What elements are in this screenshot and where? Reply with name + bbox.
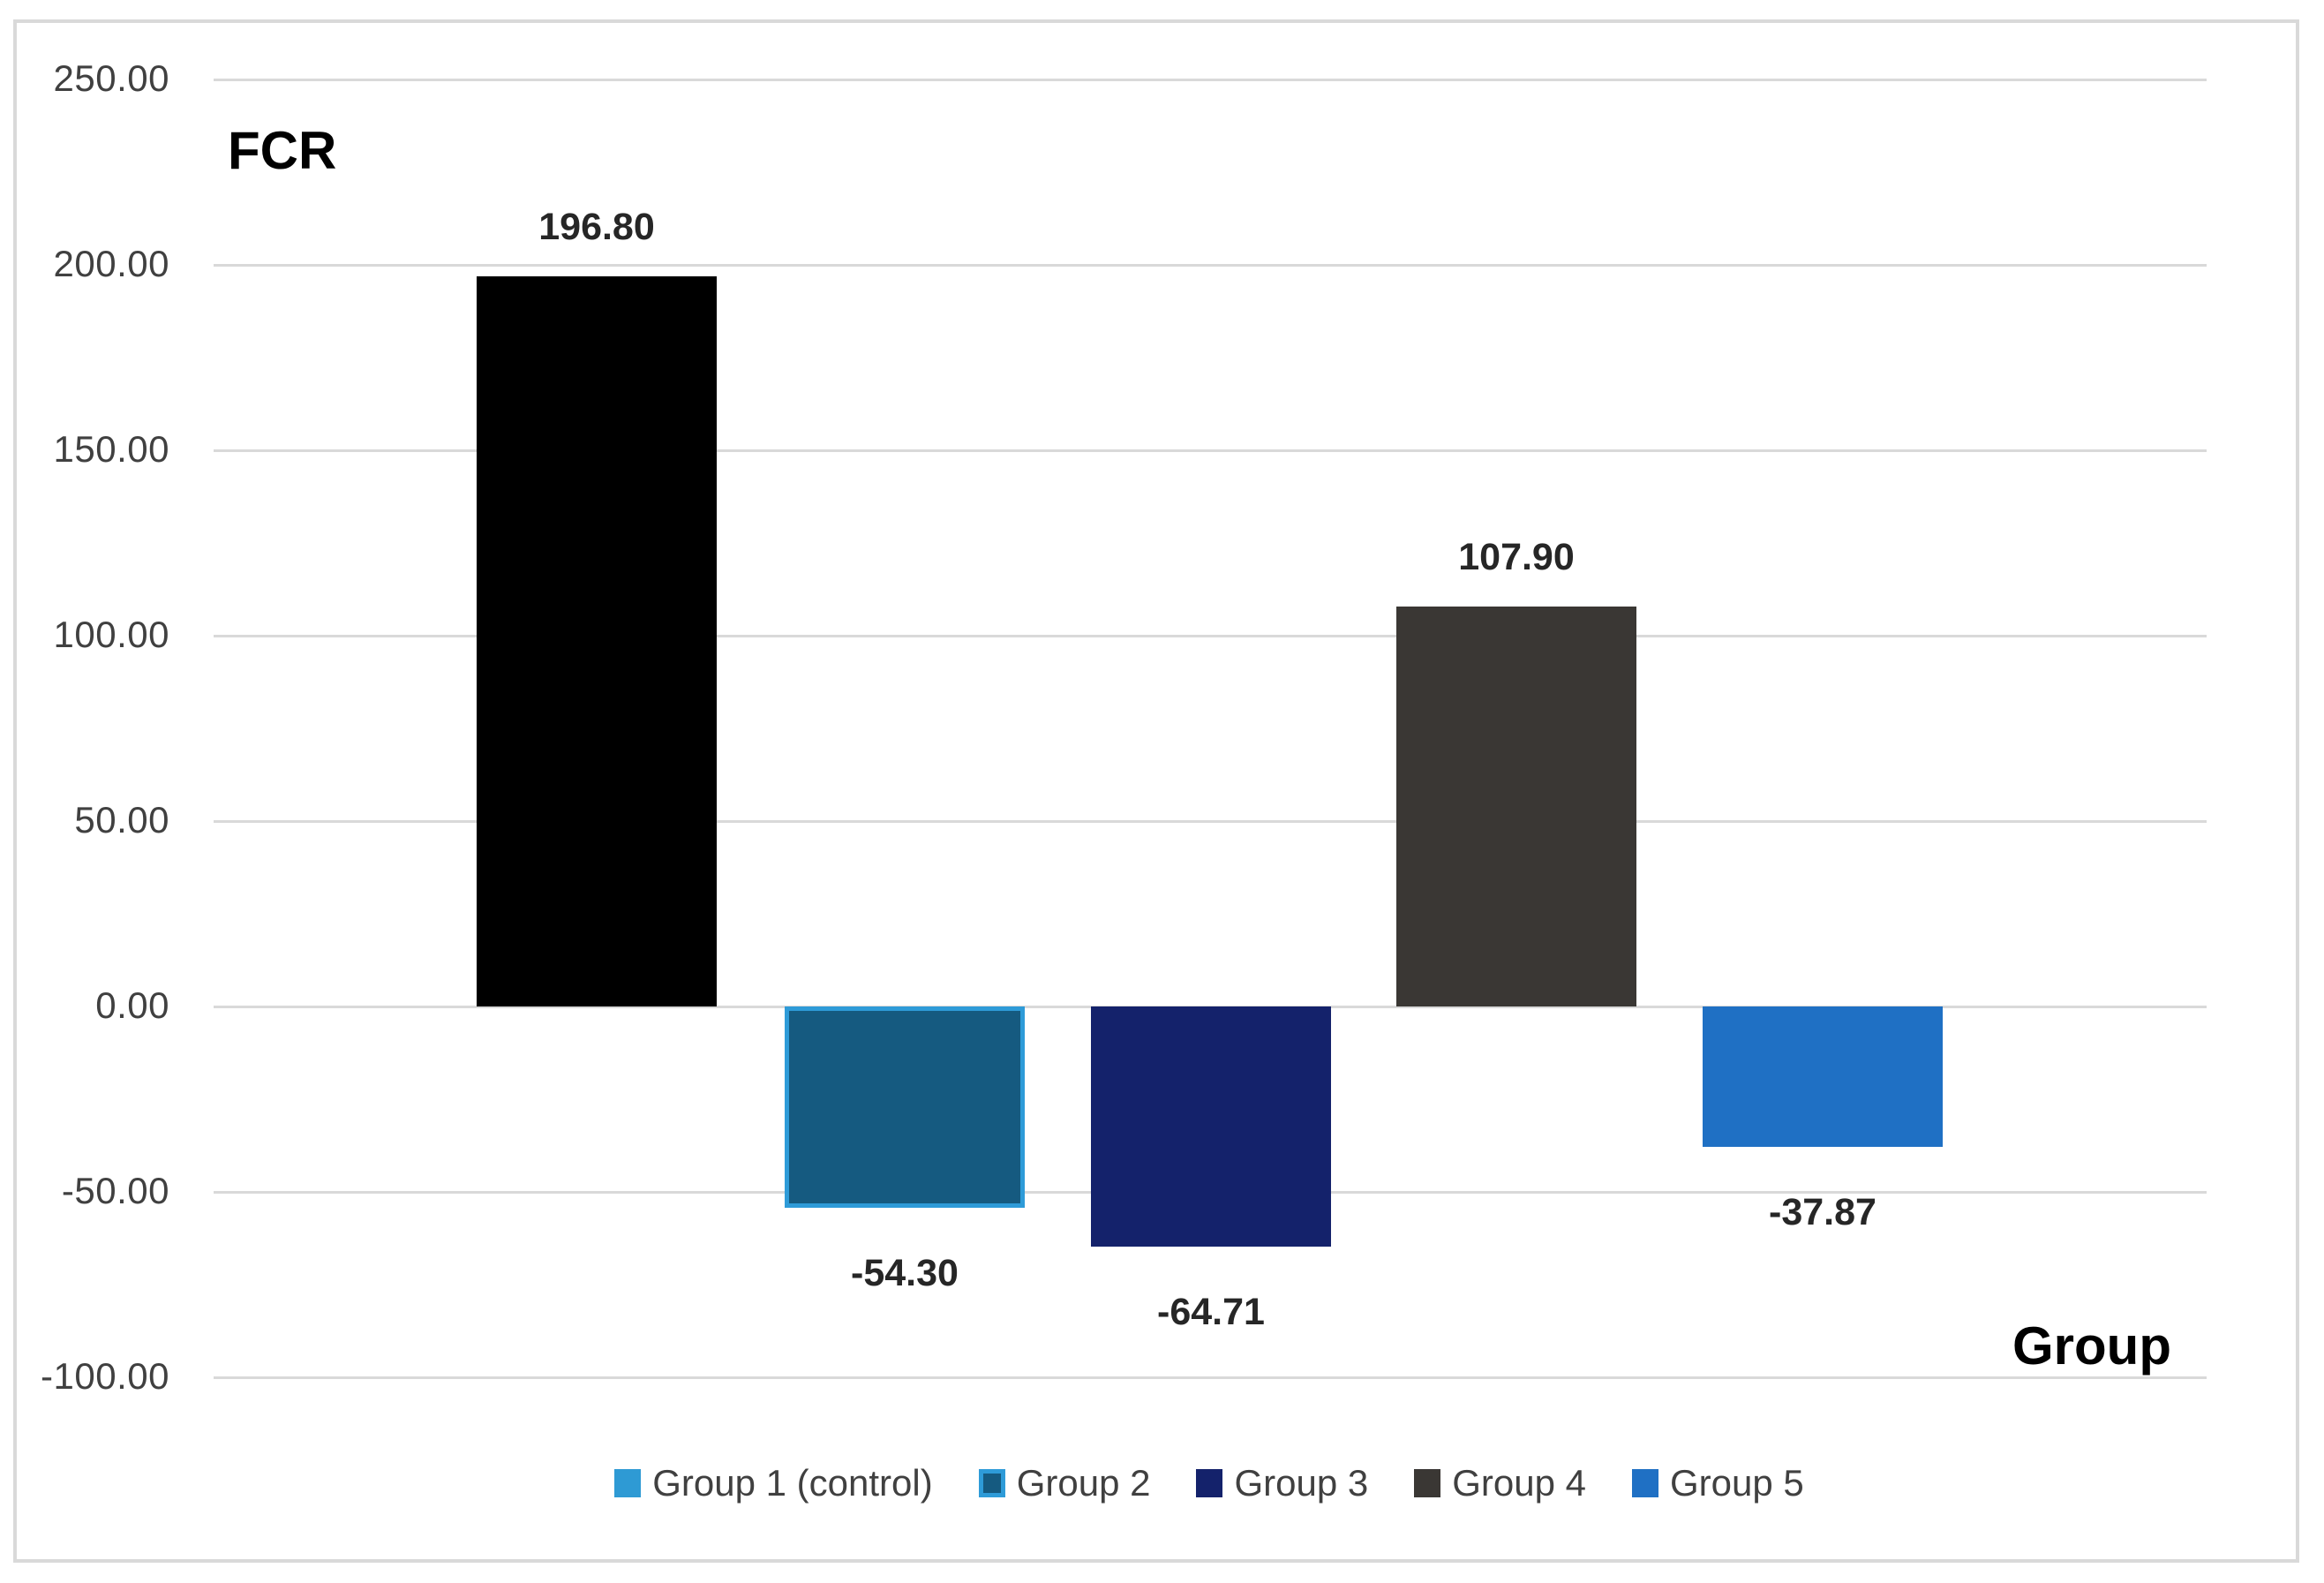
y-tick-label: 150.00 — [53, 428, 169, 471]
legend-label: Group 1 (control) — [652, 1462, 933, 1504]
bar-value-label: -54.30 — [851, 1252, 959, 1295]
bar-value-label: 107.90 — [1458, 535, 1575, 578]
y-tick-label: 200.00 — [53, 243, 169, 285]
legend-label: Group 5 — [1670, 1462, 1804, 1504]
legend-label: Group 4 — [1452, 1462, 1586, 1504]
bar-value-label: -64.71 — [1157, 1290, 1265, 1333]
gridline--100.00 — [214, 1376, 2207, 1379]
x-axis-title: Group — [2012, 1316, 2171, 1376]
legend-swatch-icon — [978, 1469, 1005, 1497]
legend-item-group-4: Group 4 — [1414, 1462, 1586, 1504]
legend-item-group-1-control: Group 1 (control) — [614, 1462, 933, 1504]
y-tick-label: -100.00 — [41, 1355, 169, 1398]
legend-swatch-icon — [1196, 1469, 1223, 1497]
y-tick-label: 250.00 — [53, 57, 169, 100]
bar-group-3 — [1091, 1006, 1331, 1247]
legend-label: Group 2 — [1016, 1462, 1151, 1504]
y-tick-label: 50.00 — [74, 799, 169, 841]
legend-swatch-icon — [1414, 1469, 1441, 1497]
y-tick-label: -50.00 — [61, 1170, 169, 1212]
legend: Group 1 (control) Group 2 Group 3 Group 4 Gr… — [212, 1455, 2207, 1511]
legend-swatch-icon — [614, 1469, 642, 1497]
bar-group-4 — [1396, 606, 1636, 1006]
legend-item-group-2: Group 2 — [978, 1462, 1151, 1504]
gridline-250.00 — [214, 79, 2207, 81]
legend-swatch-icon — [1632, 1469, 1658, 1497]
chart-frame — [13, 19, 2299, 1563]
y-tick-label: 100.00 — [53, 614, 169, 656]
bar-group-2 — [785, 1006, 1025, 1209]
y-axis-title: FCR — [228, 121, 337, 180]
legend-label: Group 3 — [1234, 1462, 1369, 1504]
bar-value-label: 196.80 — [538, 206, 655, 249]
gridline-100.00 — [214, 635, 2207, 637]
bar-group-5 — [1703, 1006, 1943, 1148]
gridline-200.00 — [214, 264, 2207, 267]
bar-group-1-control — [477, 276, 717, 1006]
bar-value-label: -37.87 — [1769, 1191, 1876, 1234]
legend-item-group-5: Group 5 — [1632, 1462, 1804, 1504]
gridline-50.00 — [214, 820, 2207, 823]
legend-item-group-3: Group 3 — [1196, 1462, 1368, 1504]
gridline-150.00 — [214, 449, 2207, 452]
y-tick-label: 0.00 — [95, 984, 169, 1027]
